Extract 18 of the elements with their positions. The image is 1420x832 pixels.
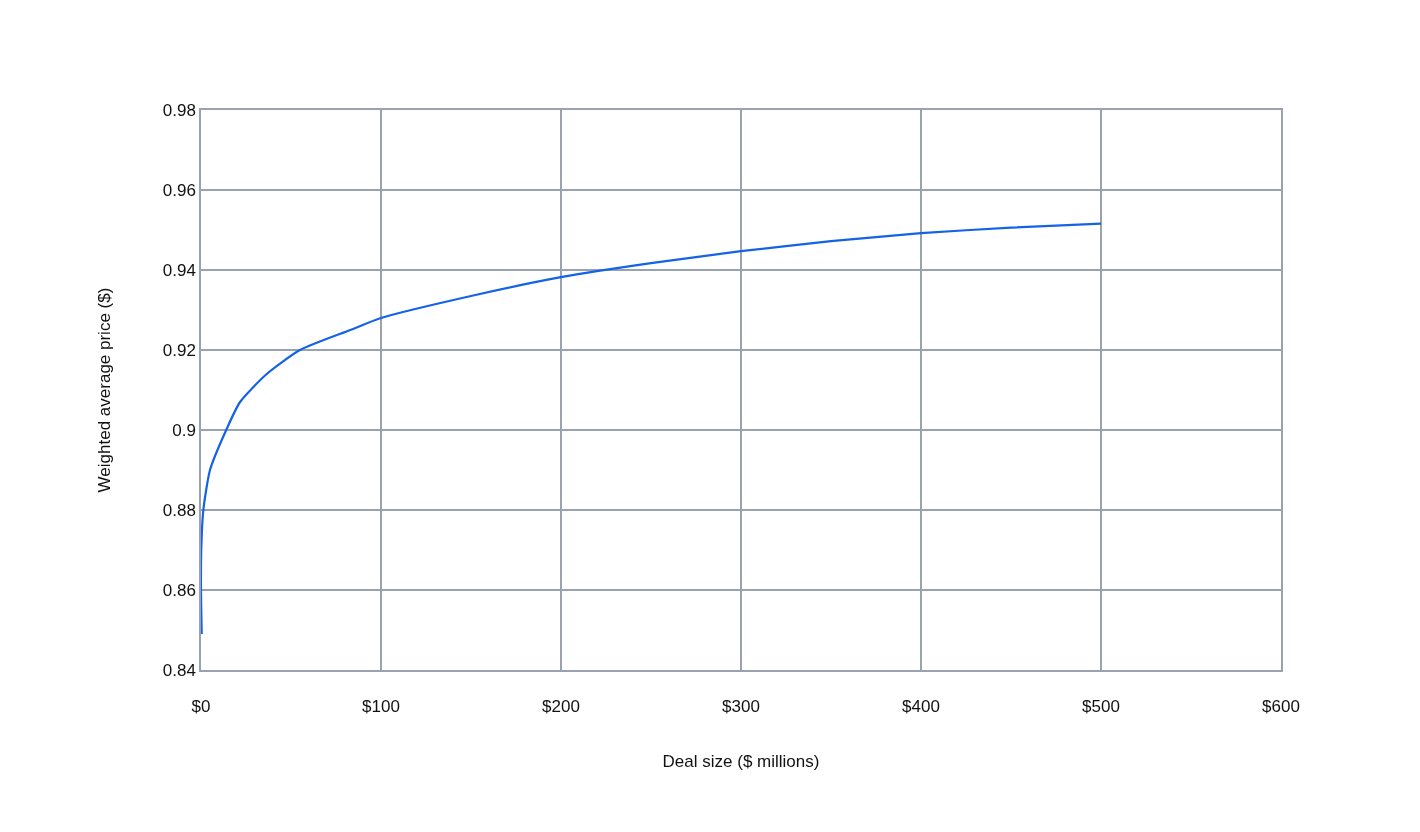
y-tick-label: 0.96 bbox=[162, 180, 196, 200]
y-tick-label: 0.88 bbox=[162, 500, 196, 520]
line-series bbox=[201, 222, 1103, 636]
x-tick-label: $500 bbox=[1082, 697, 1120, 717]
y-tick-label: 0.98 bbox=[162, 100, 196, 120]
y-tick-label: 0.86 bbox=[162, 580, 196, 600]
x-tick-label: $0 bbox=[191, 697, 211, 717]
y-tick-label: 0.94 bbox=[162, 260, 196, 280]
y-tick-label: 0.84 bbox=[162, 660, 196, 680]
y-tick-label: 0.92 bbox=[162, 340, 196, 360]
y-axis-title: Weighted average price ($) bbox=[94, 287, 114, 493]
x-tick-label: $300 bbox=[722, 697, 760, 717]
x-tick-label: $100 bbox=[362, 697, 400, 717]
y-tick-label: 0.9 bbox=[172, 420, 196, 440]
x-tick-label: $400 bbox=[902, 697, 940, 717]
x-axis-title: Deal size ($ millions) bbox=[662, 752, 820, 772]
x-tick-label: $600 bbox=[1262, 697, 1300, 717]
x-tick-label: $200 bbox=[542, 697, 580, 717]
